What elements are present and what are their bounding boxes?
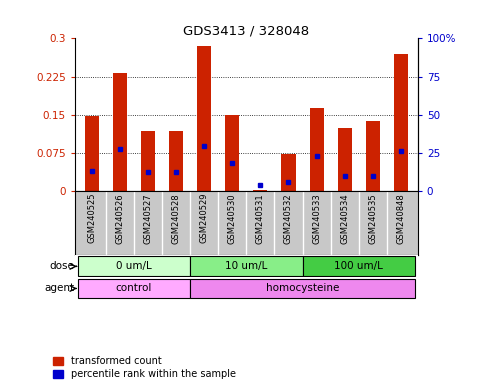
Bar	[78, 278, 190, 298]
Text: GSM240531: GSM240531	[256, 193, 265, 243]
Text: GSM240528: GSM240528	[171, 193, 181, 243]
Bar	[394, 54, 408, 191]
Bar	[85, 116, 99, 191]
Bar	[169, 131, 183, 191]
Bar	[197, 46, 211, 191]
Text: GSM240534: GSM240534	[340, 193, 349, 243]
Bar	[302, 257, 415, 276]
Title: GDS3413 / 328048: GDS3413 / 328048	[183, 24, 310, 37]
Text: GSM240533: GSM240533	[312, 193, 321, 244]
Bar	[190, 278, 415, 298]
Bar	[282, 154, 296, 191]
Bar	[78, 257, 190, 276]
Text: control: control	[116, 283, 152, 293]
Text: GSM240527: GSM240527	[143, 193, 153, 243]
Bar	[225, 115, 239, 191]
Text: GSM240526: GSM240526	[115, 193, 124, 243]
Text: GSM240529: GSM240529	[199, 193, 209, 243]
Legend: transformed count, percentile rank within the sample: transformed count, percentile rank withi…	[53, 356, 236, 379]
Text: homocysteine: homocysteine	[266, 283, 339, 293]
Bar	[310, 108, 324, 191]
Bar	[338, 129, 352, 191]
Text: dose: dose	[49, 262, 74, 271]
Text: GSM240525: GSM240525	[87, 193, 96, 243]
Bar	[366, 121, 380, 191]
Text: 100 um/L: 100 um/L	[334, 262, 383, 271]
Text: GSM240530: GSM240530	[228, 193, 237, 243]
Bar	[113, 73, 127, 191]
Text: GSM240532: GSM240532	[284, 193, 293, 243]
Text: GSM240535: GSM240535	[369, 193, 377, 243]
Text: 10 um/L: 10 um/L	[225, 262, 268, 271]
Text: agent: agent	[44, 283, 74, 293]
Bar	[254, 190, 268, 191]
Bar	[190, 257, 302, 276]
Text: 0 um/L: 0 um/L	[116, 262, 152, 271]
Text: GSM240848: GSM240848	[397, 193, 405, 244]
Bar	[141, 131, 155, 191]
